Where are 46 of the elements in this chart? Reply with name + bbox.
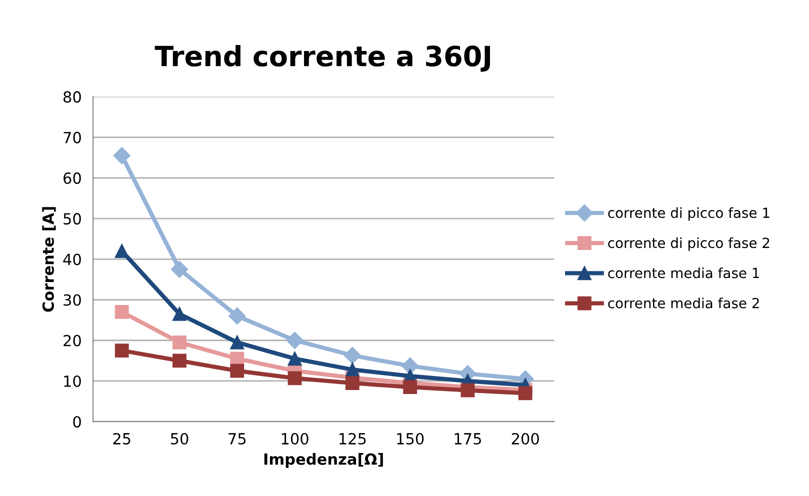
point xyxy=(288,371,302,386)
point xyxy=(113,147,130,164)
point xyxy=(228,307,246,325)
legend-label: corrente di picco fase 2 xyxy=(608,237,770,251)
point xyxy=(460,383,475,398)
point xyxy=(170,260,188,278)
point xyxy=(288,352,302,366)
point xyxy=(230,335,244,350)
x-tick-label: 100 xyxy=(282,432,308,445)
y-tick-label: 20 xyxy=(64,334,81,346)
x-tick-label: 175 xyxy=(454,433,481,445)
point xyxy=(403,380,418,394)
point xyxy=(114,344,129,358)
x-tick-label: 200 xyxy=(512,432,539,445)
point xyxy=(172,307,186,321)
point xyxy=(172,335,186,350)
point xyxy=(402,357,419,375)
y-tick-label: 60 xyxy=(64,172,81,184)
point xyxy=(172,354,186,368)
point xyxy=(230,352,244,366)
chart-title: Trend corrente a 360J xyxy=(154,45,490,72)
point xyxy=(114,305,129,319)
y-tick-label: 0 xyxy=(73,416,81,428)
x-tick-label: 75 xyxy=(228,433,246,445)
y-axis-title: Corrente [A] xyxy=(42,207,56,312)
point xyxy=(114,244,129,258)
y-tick-label: 70 xyxy=(64,132,81,144)
x-tick-label: 125 xyxy=(340,432,366,445)
legend-label: corrente media fase 1 xyxy=(608,267,759,278)
x-tick-label: 25 xyxy=(113,432,130,445)
x-tick-label: 50 xyxy=(170,432,188,445)
point xyxy=(286,332,304,349)
point xyxy=(344,346,361,364)
point xyxy=(345,376,360,390)
point xyxy=(345,362,360,377)
x-axis-title: Impedenza[Ω] xyxy=(264,453,383,468)
legend-label: corrente di picco fase 1 xyxy=(608,207,770,221)
y-tick-label: 40 xyxy=(63,254,81,266)
point xyxy=(230,364,244,378)
y-tick-label: 30 xyxy=(64,294,81,306)
point xyxy=(518,386,532,400)
legend-label: corrente media fase 2 xyxy=(608,298,759,308)
y-tick-label: 50 xyxy=(64,213,81,225)
y-tick-label: 80 xyxy=(64,91,81,103)
x-tick-label: 150 xyxy=(397,432,424,445)
y-tick-label: 10 xyxy=(64,375,81,388)
